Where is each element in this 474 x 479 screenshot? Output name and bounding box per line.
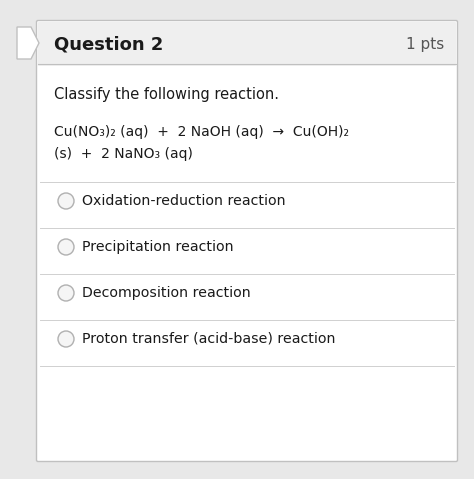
FancyBboxPatch shape: [36, 21, 457, 461]
Text: Question 2: Question 2: [54, 35, 164, 53]
Text: 1 pts: 1 pts: [406, 36, 444, 52]
Text: (s)  +  2 NaNO₃ (aq): (s) + 2 NaNO₃ (aq): [54, 147, 193, 161]
Text: Decomposition reaction: Decomposition reaction: [82, 286, 251, 300]
Text: Classify the following reaction.: Classify the following reaction.: [54, 87, 279, 102]
Text: Precipitation reaction: Precipitation reaction: [82, 240, 234, 254]
Text: Cu(NO₃)₂ (aq)  +  2 NaOH (aq)  →  Cu(OH)₂: Cu(NO₃)₂ (aq) + 2 NaOH (aq) → Cu(OH)₂: [54, 125, 349, 139]
Circle shape: [58, 193, 74, 209]
FancyBboxPatch shape: [38, 22, 456, 66]
Polygon shape: [17, 27, 39, 59]
Circle shape: [58, 239, 74, 255]
Text: Oxidation-reduction reaction: Oxidation-reduction reaction: [82, 194, 286, 208]
Circle shape: [58, 331, 74, 347]
Circle shape: [58, 285, 74, 301]
Text: Proton transfer (acid-base) reaction: Proton transfer (acid-base) reaction: [82, 332, 336, 346]
